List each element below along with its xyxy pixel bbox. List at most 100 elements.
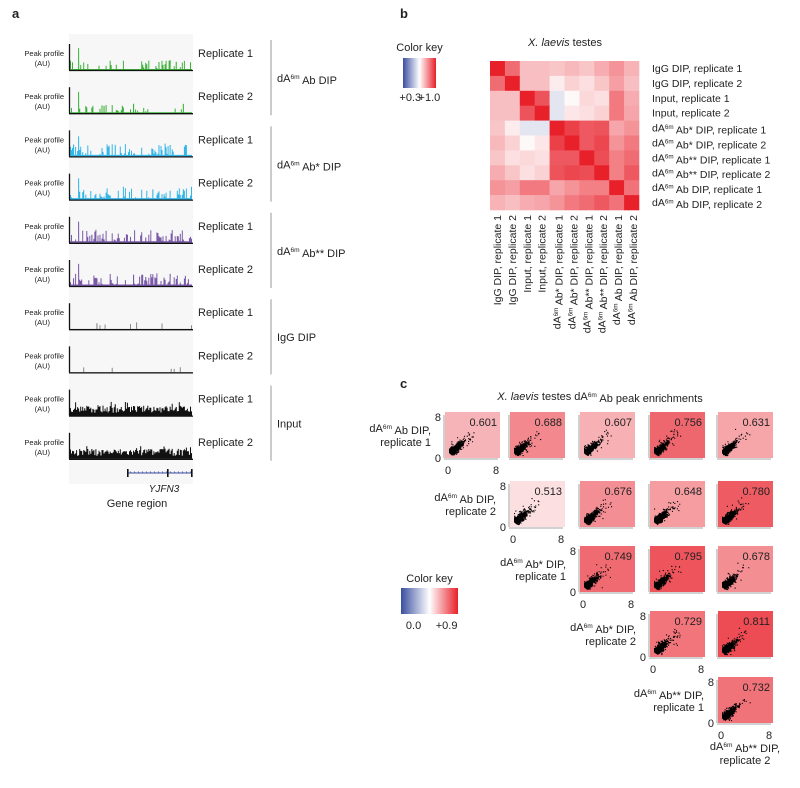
label-text: dA	[652, 197, 665, 209]
replicate-label: Replicate 2	[198, 350, 253, 362]
gene-strand-tick	[133, 471, 136, 474]
heatmap-cell	[519, 135, 535, 151]
correlation-value: 0.729	[674, 616, 702, 628]
heatmap-col-label: dA6m Ab DIP, replicate 2	[626, 215, 640, 325]
y-tick-label: 0	[500, 522, 506, 534]
gene-exon	[191, 469, 193, 477]
label-text: dA	[552, 316, 564, 329]
heatmap-cell	[624, 195, 640, 211]
track-signal	[70, 263, 192, 286]
x-tick-label: 8	[493, 465, 499, 477]
heatmap-cell	[490, 75, 506, 92]
heatmap-cell	[564, 135, 580, 151]
track-ylabel-unit: (AU)	[35, 275, 51, 284]
title-italic: X. laevis	[527, 37, 570, 49]
scatter-points	[514, 431, 542, 457]
superscript: 6m	[290, 247, 300, 254]
heatmap-cell	[504, 75, 521, 92]
heatmap-cell	[594, 195, 610, 211]
scatter-row-label: dA6m Ab DIP,	[434, 492, 496, 506]
scatter-bottom-label: dA6m Ab** DIP,	[710, 741, 780, 755]
heatmap-cell	[549, 150, 565, 166]
y-tick-label: 8	[500, 481, 506, 493]
track-signal	[70, 322, 192, 330]
heatmap-cell	[609, 165, 625, 181]
scatter-cell: 0.678	[716, 546, 773, 594]
track: Peak profile(AU) Replicate 1	[24, 389, 253, 417]
heatmap-cell	[579, 90, 595, 106]
label-text: dA	[652, 182, 665, 194]
track-ylabel: Peak profile	[24, 49, 64, 58]
gene-strand-tick	[145, 471, 148, 474]
label-text: Input, replicate 2	[537, 215, 549, 293]
superscript: 6m	[588, 392, 598, 399]
heatmap-cell	[564, 180, 580, 196]
label-text: Ab** DIP,	[657, 690, 705, 702]
replicate-label: Replicate 2	[198, 437, 253, 449]
heatmap-cell	[609, 105, 625, 121]
heatmap-cell	[490, 135, 506, 151]
gene-strand-tick	[153, 471, 156, 474]
x-tick-label: 0	[510, 534, 516, 546]
track-ylabel: Peak profile	[24, 92, 64, 101]
scatter-row-label: dA6m Ab* DIP,	[570, 622, 636, 636]
superscript: 6m	[290, 160, 300, 167]
heatmap-cell	[490, 165, 506, 181]
heatmap-cell	[594, 90, 610, 106]
label-text: Input, replicate 2	[652, 108, 730, 120]
heatmap-cell	[624, 120, 640, 136]
scatter-points	[722, 627, 747, 656]
replicate-label: Replicate 2	[198, 264, 253, 276]
heatmap-cell	[534, 180, 550, 196]
heatmap-col-label: dA6m Ab** DIP, replicate 2	[596, 215, 610, 333]
track: Peak profile(AU) Replicate 2	[24, 87, 253, 115]
heatmap-cell	[534, 135, 550, 151]
label-text: dA	[596, 320, 608, 333]
scatter-points	[654, 565, 682, 591]
superscript: 6m	[665, 154, 674, 161]
heatmap-row-label: dA6m Ab** DIP, replicate 2	[652, 167, 770, 181]
panel-b-heatmap: X. laevis testes IgG DIP, replicate 1 IgG …	[490, 37, 770, 333]
heatmap-cell	[549, 120, 565, 136]
panel-c-scatter-matrix: X. laevis testes dA6m Ab peak enrichment…	[369, 391, 780, 767]
scatter-cell: 0.631	[716, 412, 773, 460]
gene-strand-tick	[141, 471, 144, 474]
heatmap-title: X. laevis testes	[527, 37, 602, 49]
gene-strand-tick	[157, 471, 160, 474]
heatmap-cell	[519, 165, 535, 181]
heatmap-col-label: IgG DIP, replicate 1	[492, 215, 504, 305]
track-signal	[70, 48, 192, 70]
correlation-value: 0.688	[534, 417, 562, 429]
title-rest: testes	[570, 37, 603, 49]
heatmap-cell	[549, 135, 565, 151]
heatmap-col-label: dA6m Ab DIP, replicate 1	[611, 215, 625, 325]
heatmap-cell	[594, 75, 610, 92]
correlation-value: 0.648	[674, 486, 702, 498]
label-text: dA	[581, 320, 593, 333]
heatmap-cell	[624, 165, 640, 181]
label-text: Ab** DIP,	[733, 743, 781, 755]
group-label: dA6m Ab** DIP	[277, 246, 346, 260]
y-tick-label: 8	[708, 677, 714, 689]
track-ylabel-unit: (AU)	[35, 318, 51, 327]
label-text: dA	[710, 741, 724, 753]
heatmap-row-label: IgG DIP, replicate 1	[652, 63, 742, 75]
heatmap-cell	[609, 90, 625, 106]
scatter-cell: 0.756	[648, 412, 705, 460]
gene-exon	[167, 469, 169, 477]
heatmap-cell	[624, 105, 640, 121]
superscript: 6m	[568, 308, 575, 317]
heatmap-cell	[579, 135, 595, 151]
heatmap-cell	[534, 105, 550, 121]
correlation-value: 0.607	[604, 417, 632, 429]
label-text: IgG DIP	[277, 332, 316, 344]
heatmap-row-label: dA6m Ab DIP, replicate 1	[652, 182, 762, 196]
superscript: 6m	[627, 304, 634, 313]
heatmap-cell	[564, 165, 580, 181]
superscript: 6m	[647, 689, 657, 696]
heatmap-cell	[624, 90, 640, 106]
replicate-label: Replicate 1	[198, 221, 253, 233]
scatter-cell: 0.811	[716, 611, 773, 659]
scatter-cell: 0.749 8 00 8	[570, 546, 635, 611]
